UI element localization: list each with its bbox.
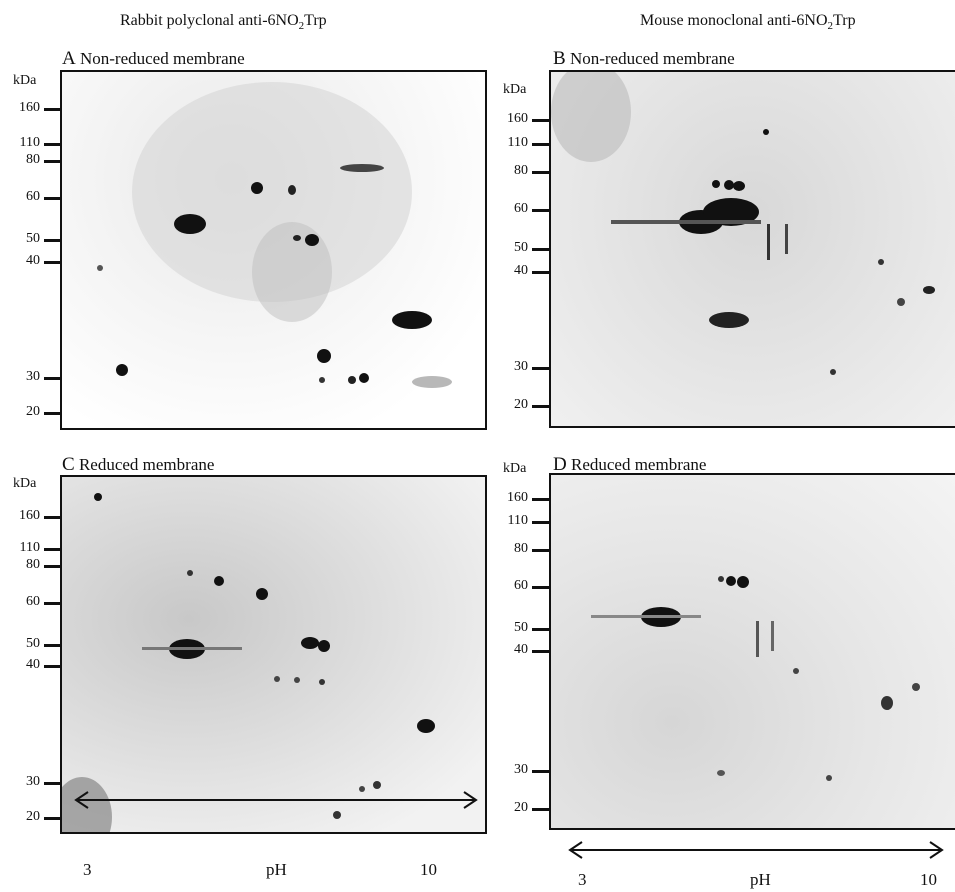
right-column-title: Mouse monoclonal anti-6NO2Trp <box>640 12 856 33</box>
ph-right-label: pH <box>750 870 771 889</box>
mw-tick: 80 <box>10 152 62 168</box>
mw-tick: 20 <box>498 800 550 816</box>
mw-tick: 30 <box>498 762 550 778</box>
panel-c-kda-unit: kDa <box>13 476 37 491</box>
mw-tick: 50 <box>10 636 62 652</box>
panel-d-blot-image <box>549 473 955 830</box>
mw-tick: 50 <box>10 231 62 247</box>
mw-tick: 40 <box>498 642 550 658</box>
panel-d-kda-unit: kDa <box>503 461 527 476</box>
mw-tick: 160 <box>10 508 62 524</box>
mw-tick: 80 <box>498 541 550 557</box>
ph-arrow-left <box>74 791 478 809</box>
mw-tick: 40 <box>498 263 550 279</box>
mw-tick: 110 <box>10 540 62 556</box>
mw-tick: 60 <box>498 201 550 217</box>
left-column-title: Rabbit polyclonal anti-6NO2Trp <box>120 12 327 33</box>
panel-c-blot-image <box>60 475 487 834</box>
mw-tick: 110 <box>498 513 550 529</box>
mw-tick: 30 <box>10 369 62 385</box>
mw-tick: 50 <box>498 620 550 636</box>
panel-b-label: B Non-reduced membrane <box>553 48 735 69</box>
mw-tick: 80 <box>10 557 62 573</box>
panel-d-spots <box>591 576 920 781</box>
panel-a-kda-unit: kDa <box>13 73 37 88</box>
panel-d-label: D Reduced membrane <box>553 454 707 475</box>
mw-tick: 30 <box>10 774 62 790</box>
panel-b-spots <box>551 72 935 375</box>
mw-tick: 20 <box>498 397 550 413</box>
ph-left-max: 10 <box>420 860 437 879</box>
panel-a-spots <box>97 82 452 388</box>
mw-tick: 50 <box>498 240 550 256</box>
mw-tick: 40 <box>10 253 62 269</box>
ph-right-max: 10 <box>920 870 937 889</box>
mw-tick: 160 <box>498 490 550 506</box>
mw-tick: 80 <box>498 163 550 179</box>
mw-tick: 110 <box>10 135 62 151</box>
ph-right-min: 3 <box>578 870 587 889</box>
panel-c-spots <box>62 493 435 832</box>
mw-tick: 20 <box>10 809 62 825</box>
panel-b-blot-image <box>549 70 955 428</box>
mw-tick: 110 <box>498 135 550 151</box>
mw-tick: 30 <box>498 359 550 375</box>
panel-c-label: C Reduced membrane <box>62 454 215 475</box>
panel-b-kda-unit: kDa <box>503 82 527 97</box>
ph-left-label: pH <box>266 860 287 879</box>
mw-tick: 60 <box>10 189 62 205</box>
ph-left-min: 3 <box>83 860 92 879</box>
mw-tick: 20 <box>10 404 62 420</box>
mw-tick: 60 <box>498 578 550 594</box>
mw-tick: 60 <box>10 594 62 610</box>
ph-arrow-right <box>568 841 944 859</box>
mw-tick: 160 <box>10 100 62 116</box>
mw-tick: 160 <box>498 111 550 127</box>
panel-a-label: A Non-reduced membrane <box>62 48 245 69</box>
mw-tick: 40 <box>10 657 62 673</box>
panel-a-blot-image <box>60 70 487 430</box>
